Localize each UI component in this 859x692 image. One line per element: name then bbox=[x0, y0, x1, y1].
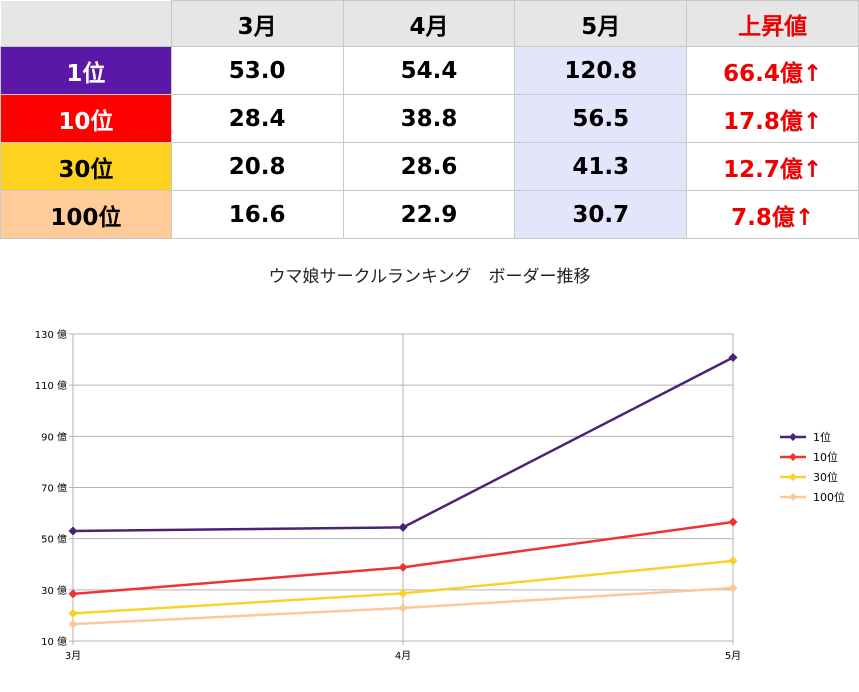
table-header-row: 3月 4月 5月 上昇値 bbox=[0, 0, 859, 47]
legend-marker bbox=[789, 433, 797, 441]
data-point bbox=[398, 588, 408, 598]
y-tick-label: 110 億 bbox=[35, 379, 67, 392]
y-tick-label: 70 億 bbox=[41, 482, 67, 495]
x-tick-label: 3月 bbox=[65, 650, 81, 662]
header-april: 4月 bbox=[342, 0, 516, 47]
header-rise: 上昇値 bbox=[686, 0, 859, 47]
y-tick-label: 90 億 bbox=[41, 430, 67, 443]
data-point bbox=[398, 603, 408, 613]
cell-rise: 17.8億↑ bbox=[686, 94, 859, 143]
data-point bbox=[398, 562, 408, 572]
cell-may: 41.3 bbox=[514, 142, 688, 191]
header-may: 5月 bbox=[514, 0, 688, 47]
legend-marker bbox=[789, 453, 797, 461]
y-tick-label: 50 億 bbox=[41, 533, 67, 546]
cell-rise: 66.4億↑ bbox=[686, 46, 859, 95]
data-point bbox=[728, 583, 738, 593]
cell-rise: 12.7億↑ bbox=[686, 142, 859, 191]
data-point bbox=[68, 608, 78, 618]
cell-may: 30.7 bbox=[514, 190, 688, 239]
y-tick-label: 30 億 bbox=[41, 584, 67, 597]
cell-march: 20.8 bbox=[170, 142, 344, 191]
y-tick-label: 130 億 bbox=[35, 328, 67, 341]
data-point bbox=[728, 556, 738, 566]
cell-april: 38.8 bbox=[342, 94, 516, 143]
data-point bbox=[68, 589, 78, 599]
data-point bbox=[68, 526, 78, 536]
table-row: 1位 53.0 54.4 120.8 66.4億↑ bbox=[0, 46, 859, 95]
table-row: 10位 28.4 38.8 56.5 17.8億↑ bbox=[0, 94, 859, 143]
ranking-table: 3月 4月 5月 上昇値 1位 53.0 54.4 120.8 66.4億↑ 1… bbox=[0, 0, 859, 239]
data-point bbox=[68, 619, 78, 629]
cell-may: 120.8 bbox=[514, 46, 688, 95]
legend-label: 30位 bbox=[813, 470, 838, 484]
legend-marker bbox=[789, 493, 797, 501]
table-row: 100位 16.6 22.9 30.7 7.8億↑ bbox=[0, 190, 859, 239]
chart-title: ウマ娘サークルランキング ボーダー推移 bbox=[268, 267, 591, 287]
legend-marker bbox=[789, 473, 797, 481]
cell-april: 54.4 bbox=[342, 46, 516, 95]
row-label: 100位 bbox=[0, 190, 172, 239]
cell-march: 28.4 bbox=[170, 94, 344, 143]
cell-may: 56.5 bbox=[514, 94, 688, 143]
legend-label: 10位 bbox=[813, 450, 838, 464]
y-tick-label: 10 億 bbox=[41, 635, 67, 648]
row-label: 1位 bbox=[0, 46, 172, 95]
cell-april: 22.9 bbox=[342, 190, 516, 239]
legend-label: 100位 bbox=[813, 490, 845, 504]
data-point bbox=[398, 522, 408, 532]
cell-rise: 7.8億↑ bbox=[686, 190, 859, 239]
x-tick-label: 4月 bbox=[395, 650, 411, 662]
legend-label: 1位 bbox=[813, 430, 831, 444]
data-point bbox=[728, 517, 738, 527]
table-corner-cell bbox=[0, 0, 172, 47]
x-tick-label: 5月 bbox=[725, 650, 741, 662]
cell-march: 16.6 bbox=[170, 190, 344, 239]
data-point bbox=[728, 353, 738, 363]
